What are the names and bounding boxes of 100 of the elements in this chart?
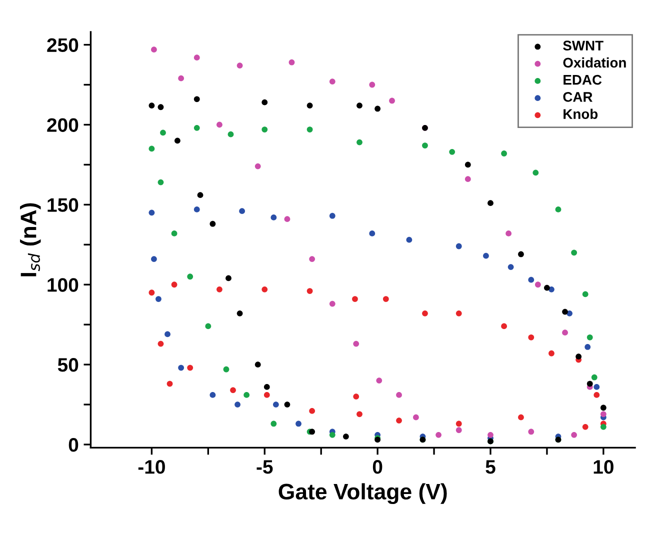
y-tick-label: 250 (47, 38, 78, 52)
point (528, 428, 534, 435)
point (449, 148, 456, 155)
point (464, 162, 471, 168)
x-axis-title: Gate Voltage (V) (278, 483, 447, 504)
point (272, 402, 279, 408)
point (309, 428, 316, 435)
point (483, 252, 489, 259)
point (187, 364, 194, 371)
point (187, 274, 194, 280)
point (158, 104, 164, 110)
point (194, 96, 200, 102)
point (329, 212, 336, 219)
point (171, 282, 178, 288)
legend-label: CAR (563, 92, 592, 102)
point (586, 380, 593, 387)
legend-label: Knob (564, 108, 598, 119)
point (488, 432, 494, 438)
point (422, 142, 428, 148)
point (284, 216, 290, 222)
point (528, 334, 534, 340)
point (148, 146, 155, 152)
point (518, 251, 524, 258)
point (270, 420, 277, 427)
point (456, 420, 462, 427)
point (389, 98, 395, 104)
point (288, 59, 295, 66)
point (413, 414, 419, 420)
point (562, 308, 568, 315)
legend-label: EDAC (564, 74, 602, 85)
point (309, 256, 316, 262)
point (223, 366, 230, 372)
point (216, 286, 222, 292)
point (456, 310, 462, 316)
point (194, 124, 200, 131)
point (534, 282, 541, 288)
x-tick-label: 5 (486, 460, 496, 474)
point (329, 432, 336, 438)
point (329, 300, 336, 307)
point (262, 99, 268, 106)
point (236, 310, 243, 316)
point (306, 102, 313, 108)
point (164, 331, 170, 338)
point (352, 296, 358, 302)
point (600, 411, 606, 418)
point (174, 138, 180, 144)
point (151, 46, 157, 53)
point (151, 256, 157, 262)
point (555, 206, 562, 212)
point (306, 126, 313, 132)
point (158, 340, 164, 347)
point (582, 291, 588, 298)
point (436, 432, 442, 438)
y-tick-label: 0 (68, 438, 78, 452)
x-tick-label: 10 (594, 460, 614, 474)
point (353, 394, 360, 400)
point (239, 208, 245, 214)
x-tick-label: -10 (138, 460, 165, 474)
point (284, 402, 290, 408)
point (262, 126, 268, 132)
point (262, 286, 268, 292)
point (160, 130, 166, 136)
point (396, 418, 402, 424)
point (456, 243, 462, 250)
point (254, 163, 261, 170)
legend-label: SWNT (563, 40, 604, 51)
point (501, 323, 507, 330)
point (508, 264, 514, 270)
point (586, 334, 593, 340)
point (600, 404, 606, 411)
point (369, 82, 376, 88)
point (210, 392, 216, 398)
point (194, 54, 200, 61)
point (356, 411, 362, 418)
point (353, 340, 360, 347)
point (594, 384, 600, 390)
y-axis-title: I$_{sd}$ (nA) (20, 203, 41, 276)
point (342, 434, 349, 440)
point (456, 427, 462, 434)
point (376, 378, 382, 384)
point (464, 176, 471, 182)
point (369, 230, 376, 236)
y-tick-label: 100 (48, 278, 78, 292)
point (244, 392, 250, 398)
point (230, 387, 236, 394)
point (600, 424, 606, 430)
point (356, 102, 362, 108)
point (148, 290, 155, 296)
point (396, 392, 402, 398)
point (216, 122, 222, 128)
point (148, 102, 155, 108)
point (528, 276, 534, 283)
point (156, 296, 162, 302)
point (576, 354, 582, 360)
point (501, 150, 507, 156)
point (158, 179, 164, 186)
point (356, 139, 362, 146)
point (228, 131, 234, 138)
point (582, 424, 588, 430)
point (374, 106, 381, 112)
